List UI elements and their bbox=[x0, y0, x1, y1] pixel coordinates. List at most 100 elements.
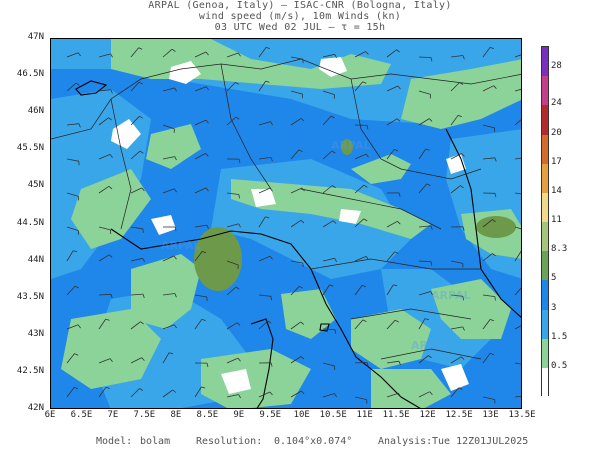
wind-barb-flag bbox=[424, 318, 430, 321]
wind-barb-flag bbox=[362, 81, 367, 84]
lon-tick-label: 12E bbox=[419, 410, 436, 420]
wind-barb-flag bbox=[205, 86, 209, 91]
colorbar-segment bbox=[542, 251, 548, 281]
lat-tick-label: 42.5N bbox=[16, 365, 44, 376]
wind-barb-shaft bbox=[418, 260, 432, 263]
wind-barb-shaft bbox=[322, 284, 330, 296]
wind-barb-shaft bbox=[514, 325, 521, 330]
wind-barb-flag bbox=[462, 296, 464, 301]
wind-barb-flag bbox=[139, 150, 144, 154]
colorbar bbox=[541, 46, 549, 398]
wind-barb-flag bbox=[394, 251, 399, 254]
wind-barb-flag bbox=[332, 185, 336, 189]
colorbar-segment bbox=[542, 280, 548, 310]
header-subtitle: wind speed (m/s), 10m Winds (kn) bbox=[198, 11, 402, 22]
wind-barb-shaft bbox=[290, 219, 302, 228]
wind-barb-flag bbox=[393, 284, 398, 287]
wind-barb-flag bbox=[334, 54, 337, 59]
wind-barb-flag bbox=[494, 296, 496, 301]
wind-barb-flag bbox=[461, 356, 465, 360]
wind-barb-shaft bbox=[482, 294, 495, 297]
wind-barb-shaft bbox=[386, 149, 395, 160]
resolution-value: 0.104°x0.074° bbox=[274, 436, 353, 447]
wind-barb-shaft bbox=[418, 291, 431, 296]
wind-barb-flag bbox=[459, 82, 464, 85]
wind-barb-flag bbox=[235, 82, 239, 85]
wind-barb-flag bbox=[139, 388, 144, 391]
wind-barb-shaft bbox=[66, 250, 74, 262]
wind-barb-shaft bbox=[418, 90, 431, 95]
wind-barb-shaft bbox=[258, 391, 271, 398]
wind-barb-flag bbox=[334, 258, 337, 262]
wind-barb-flag bbox=[270, 296, 272, 301]
wind-barb-shaft bbox=[66, 158, 79, 162]
lat-tick-label: 46.5N bbox=[16, 69, 44, 80]
wind-barb-shaft bbox=[226, 322, 238, 330]
wind-barb-flag bbox=[108, 185, 113, 190]
lon-tick-label: 9E bbox=[233, 410, 245, 420]
wind-barb-shaft bbox=[162, 124, 175, 130]
wind-barb-flag bbox=[74, 353, 79, 356]
wind-barb-flag bbox=[334, 329, 337, 334]
wind-barb-shaft bbox=[226, 116, 237, 126]
wind-barb-flag bbox=[430, 291, 433, 296]
lon-tick-label: 11E bbox=[356, 410, 373, 420]
wind-barb-flag bbox=[492, 219, 496, 223]
wind-barb-shaft bbox=[194, 251, 203, 262]
dark-green-zones bbox=[194, 139, 516, 291]
wind-barb-shaft bbox=[450, 185, 461, 194]
wind-barb-flag bbox=[365, 256, 369, 260]
wind-barb-flag bbox=[365, 153, 369, 158]
wind-barb-flag bbox=[362, 319, 367, 323]
wind-barb-flag bbox=[398, 361, 401, 365]
wind-barb-shaft bbox=[322, 220, 334, 228]
wind-barb-shaft bbox=[290, 56, 303, 60]
wind-barb-shaft bbox=[386, 360, 399, 364]
wind-barb-shaft bbox=[130, 257, 143, 262]
lat-tick-label: 43.5N bbox=[16, 291, 44, 302]
wind-barb-shaft bbox=[130, 357, 142, 364]
wind-barb-flag bbox=[78, 123, 81, 128]
wind-barb-shaft bbox=[322, 90, 335, 95]
wind-barb-flag bbox=[365, 51, 369, 55]
colorbar-tick-label: 17 bbox=[551, 156, 562, 167]
wind-barb-flag bbox=[173, 255, 177, 260]
wind-barb-shaft bbox=[162, 293, 175, 296]
lon-tick-label: 10E bbox=[293, 410, 310, 420]
svg-text:ARPAL: ARPAL bbox=[331, 139, 371, 152]
header-title: ARPAL (Genoa, Italy) — ISAC-CNR (Bologna… bbox=[148, 0, 452, 11]
wind-barb-flag bbox=[300, 321, 305, 325]
wind-barb-shaft bbox=[66, 387, 75, 398]
wind-barb-flag bbox=[461, 153, 465, 157]
wind-barb-shaft bbox=[130, 116, 140, 126]
wind-barb-flag bbox=[521, 251, 522, 252]
white-patches bbox=[111, 57, 469, 394]
wind-barb-shaft bbox=[258, 216, 266, 228]
wind-barb-shaft bbox=[98, 254, 110, 262]
wind-barb-shaft bbox=[98, 185, 110, 194]
wind-barb-shaft bbox=[98, 318, 107, 330]
wind-barb-shaft bbox=[354, 396, 367, 400]
wind-barb-shaft bbox=[450, 82, 460, 92]
wind-barb-shaft bbox=[290, 321, 301, 330]
wind-barb-shaft bbox=[450, 356, 462, 364]
wind-barb-shaft bbox=[322, 150, 333, 160]
wind-barb-shaft bbox=[450, 260, 463, 264]
wind-barb-flag bbox=[74, 285, 79, 289]
wind-barb-flag bbox=[366, 125, 369, 130]
wind-barb-shaft bbox=[386, 49, 397, 58]
wind-barb-shaft bbox=[386, 118, 398, 126]
wind-barb-shaft bbox=[514, 287, 521, 296]
wind-barb-shaft bbox=[226, 286, 237, 296]
wind-barb-flag bbox=[493, 85, 497, 89]
wind-barb-flag bbox=[205, 187, 209, 192]
wind-barb-flag bbox=[109, 358, 113, 363]
wind-barb-flag bbox=[397, 85, 401, 90]
coastlines bbox=[75, 80, 521, 408]
wind-barb-shaft bbox=[290, 356, 302, 364]
wind-barb-shaft bbox=[98, 226, 111, 231]
wind-barb-flag bbox=[332, 220, 337, 224]
wind-barb-shaft bbox=[514, 192, 521, 195]
wind-barb-shaft bbox=[98, 117, 109, 126]
wind-barb-flag bbox=[205, 119, 209, 124]
